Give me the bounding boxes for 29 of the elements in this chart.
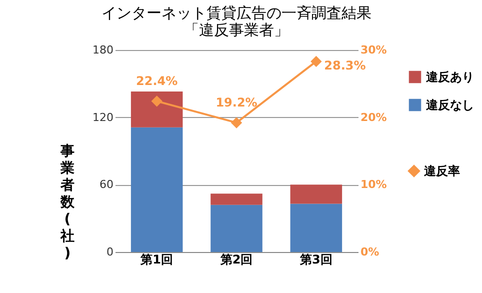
- point: [152, 96, 162, 106]
- bar: [210, 204, 262, 252]
- x-tick-label: 第2回: [219, 252, 253, 266]
- y2-tick-label: 10%: [360, 178, 387, 192]
- y2-tick-label: 0%: [360, 246, 380, 258]
- y-tick-label: 60: [100, 178, 114, 192]
- chart-title: インターネット賃貸広告の一斉調査結果: [102, 4, 372, 22]
- y-tick-label: 120: [92, 110, 114, 124]
- x-tick-label: 第1回: [140, 252, 174, 266]
- point: [231, 118, 242, 128]
- y2-tick-label: 20%: [360, 110, 387, 124]
- x-tick-label: 第3回: [298, 252, 332, 266]
- bar: [290, 184, 342, 204]
- bar: [130, 92, 183, 128]
- data-label: 28.3%: [324, 58, 366, 72]
- y-axis-title: 事業者数(社): [60, 144, 76, 262]
- chart-subtitle: 「違反事業者」: [184, 21, 289, 39]
- bar: [290, 204, 342, 252]
- bar: [210, 194, 262, 205]
- legend-label: 違反あり: [425, 70, 474, 84]
- y-tick-label: 0: [106, 246, 114, 258]
- legend-label: 違反なし: [425, 98, 474, 112]
- y2-tick-label: 30%: [360, 44, 387, 56]
- y-tick-label: 180: [92, 44, 114, 56]
- data-label: 19.2%: [216, 96, 258, 110]
- bar: [130, 127, 183, 252]
- data-label: 22.4%: [136, 74, 178, 88]
- legend-label: 違反率: [423, 164, 460, 178]
- point: [310, 56, 322, 67]
